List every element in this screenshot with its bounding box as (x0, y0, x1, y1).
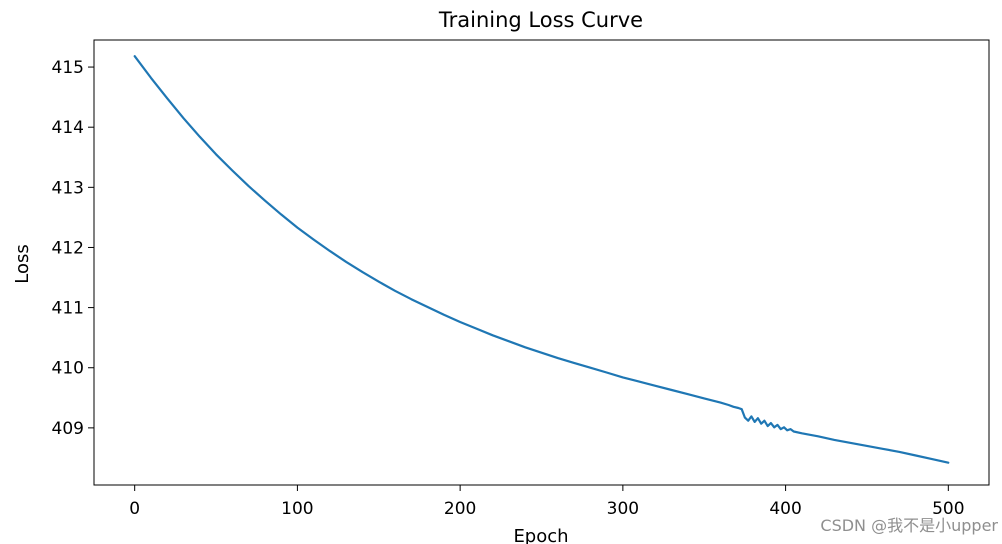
y-axis: 409 410 411 412 413 414 415 (52, 58, 94, 439)
x-tick-label: 500 (932, 499, 964, 519)
x-tick-label: 200 (444, 499, 476, 519)
y-tick-label: 409 (52, 419, 84, 439)
x-axis: 0 100 200 300 400 500 (129, 485, 965, 519)
loss-series-line (133, 55, 950, 464)
y-tick-label: 411 (52, 299, 84, 319)
y-tick-label: 415 (52, 58, 84, 78)
x-tick-label: 100 (281, 499, 313, 519)
y-axis-label: Loss (12, 244, 33, 283)
x-tick-label: 300 (607, 499, 639, 519)
x-axis-label: Epoch (513, 526, 568, 544)
x-tick-label: 400 (769, 499, 801, 519)
y-tick-label: 413 (52, 178, 84, 198)
watermark: CSDN @我不是小upper (820, 516, 998, 535)
y-tick-label: 414 (52, 118, 84, 138)
chart-title: Training Loss Curve (438, 8, 643, 32)
series-group (133, 55, 950, 464)
x-tick-label: 0 (129, 499, 140, 519)
y-tick-label: 410 (52, 359, 84, 379)
y-tick-label: 412 (52, 238, 84, 258)
plot-frame (93, 39, 990, 486)
